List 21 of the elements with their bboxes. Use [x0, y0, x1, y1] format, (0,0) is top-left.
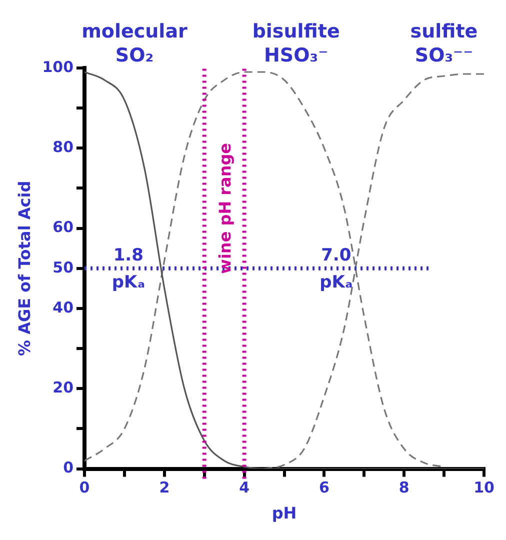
annotation: 1.8 pKₐ: [112, 245, 145, 292]
y-tick-label: 50: [52, 258, 74, 276]
series-label: sulfite SO₃⁻⁻: [410, 20, 478, 66]
y-axis-title: % AGE of Total Acid: [14, 180, 34, 356]
series-label: molecular SO₂: [82, 20, 188, 66]
x-tick-label: 10: [474, 478, 494, 497]
y-tick-label: 0: [63, 458, 74, 477]
x-tick-label: 6: [318, 478, 330, 497]
x-axis-title: pH: [272, 504, 297, 523]
annotation: 7.0 pKₐ: [320, 245, 353, 292]
y-tick-label: 60: [52, 218, 74, 236]
x-tick-label: 2: [159, 478, 170, 497]
y-tick-label: 80: [52, 138, 74, 156]
x-tick-label: 8: [398, 478, 410, 497]
x-tick-label: 4: [239, 478, 250, 497]
y-tick-label: 40: [52, 298, 74, 316]
ref-line-label: wine pH range: [216, 142, 235, 274]
x-tick-label: 0: [79, 478, 90, 497]
y-tick-label: 100: [42, 58, 74, 76]
y-tick-label: 20: [52, 378, 74, 397]
series-label: bisulfite HSO₃⁻: [252, 20, 340, 66]
